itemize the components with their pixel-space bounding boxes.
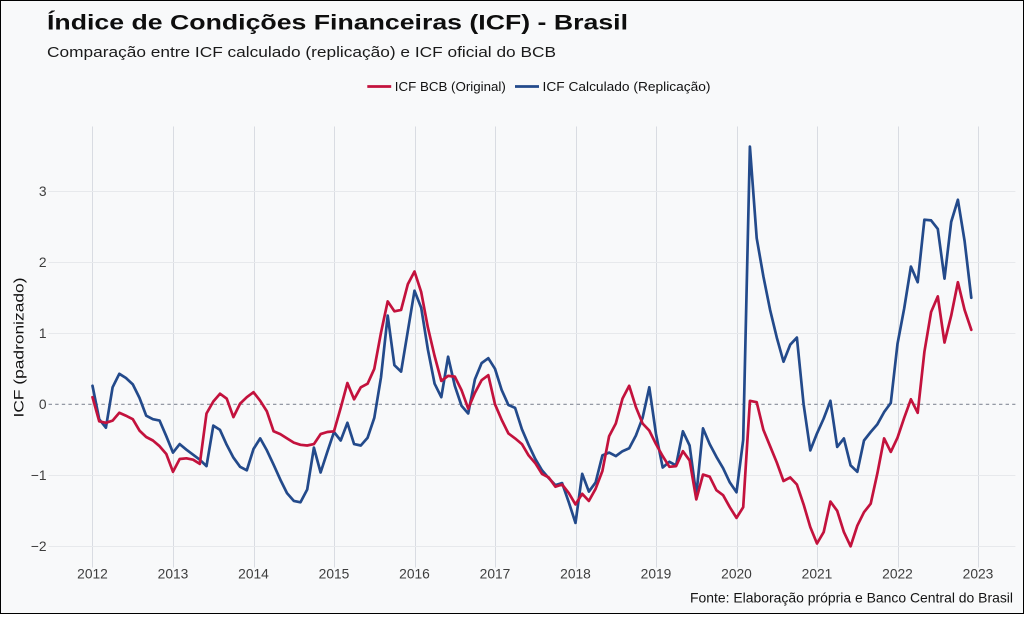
svg-text:−2: −2	[31, 539, 47, 554]
svg-text:3: 3	[39, 184, 47, 199]
svg-text:ICF Calculado (Replicação): ICF Calculado (Replicação)	[543, 79, 711, 94]
svg-text:Comparação entre ICF calculado: Comparação entre ICF calculado (replicaç…	[47, 44, 556, 61]
svg-text:2012: 2012	[77, 567, 108, 582]
svg-text:Índice de Condições Financeira: Índice de Condições Financeiras (ICF) - …	[47, 10, 628, 35]
svg-text:ICF BCB (Original): ICF BCB (Original)	[395, 79, 506, 94]
svg-text:Fonte: Elaboração própria e Ba: Fonte: Elaboração própria e Banco Centra…	[690, 590, 1013, 606]
svg-text:2018: 2018	[560, 567, 591, 582]
svg-text:1: 1	[39, 326, 47, 341]
svg-text:2022: 2022	[882, 567, 913, 582]
svg-text:−1: −1	[31, 468, 47, 483]
svg-text:2014: 2014	[238, 567, 269, 582]
svg-text:2020: 2020	[721, 567, 752, 582]
svg-text:2019: 2019	[641, 567, 672, 582]
svg-text:2015: 2015	[319, 567, 350, 582]
svg-text:ICF (padronizado): ICF (padronizado)	[12, 278, 27, 418]
svg-text:2013: 2013	[158, 567, 189, 582]
svg-text:2016: 2016	[399, 567, 430, 582]
svg-text:0: 0	[39, 397, 47, 412]
svg-text:2: 2	[39, 255, 47, 270]
svg-text:2017: 2017	[480, 567, 511, 582]
svg-text:2021: 2021	[802, 567, 833, 582]
svg-text:2023: 2023	[963, 567, 994, 582]
